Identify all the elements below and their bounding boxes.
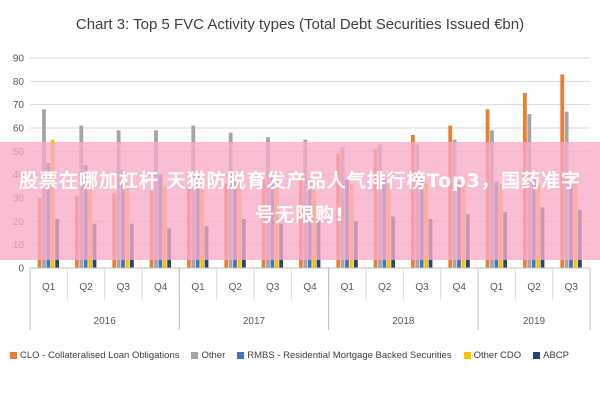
chart-title: Chart 3: Top 5 FVC Activity types (Total… [75,16,525,33]
y-tick-label: 80 [13,77,25,88]
group-label: 2017 [243,316,266,327]
y-tick-label: 0 [18,264,24,275]
x-tick-label: Q3 [266,282,280,293]
legend-label: CLO - Collateralised Loan Obligations [20,350,180,361]
legend-swatch [533,352,541,359]
legend-item: Other CDO [463,350,522,361]
legend-label: Other CDO [473,350,522,361]
legend-item: ABCP [533,350,569,361]
legend-swatch [10,352,17,359]
x-tick-label: Q3 [565,282,579,293]
legend-swatch [191,352,199,359]
x-tick-label: Q1 [191,282,205,293]
legend-label: RMBS - Residential Mortgage Backed Secur… [247,350,452,361]
x-tick-label: Q1 [341,282,355,293]
legend-label: Other [201,350,226,361]
x-tick-label: Q4 [154,282,168,293]
legend-swatch [237,352,245,359]
x-tick-label: Q4 [453,282,467,293]
ad-banner-text[interactable]: 股票在哪加杠杆 天猫防脱育发产品人气排行榜Top3，国药准字号无限购! [19,170,581,226]
group-label: 2018 [392,316,415,327]
legend-swatch [463,352,471,359]
x-tick-label: Q2 [229,282,243,293]
legend-label: ABCP [543,350,569,361]
y-tick-label: 90 [13,54,25,65]
x-tick-label: Q1 [490,282,504,293]
x-tick-label: Q3 [415,282,429,293]
y-tick-label: 70 [13,100,25,111]
x-tick-label: Q2 [527,282,541,293]
ad-banner[interactable]: 股票在哪加杠杆 天猫防脱育发产品人气排行榜Top3，国药准字号无限购! [0,142,600,260]
legend-item: RMBS - Residential Mortgage Backed Secur… [237,350,452,361]
x-tick-label: Q3 [117,282,131,293]
legend-item: Other [191,350,225,361]
x-tick-label: Q1 [42,282,56,293]
legend-item: CLO - Collateralised Loan Obligations [10,350,179,361]
x-tick-label: Q4 [303,282,317,293]
group-label: 2016 [94,316,117,327]
group-label: 2019 [523,316,546,327]
x-tick-label: Q2 [79,282,93,293]
legend: CLO - Collateralised Loan Obligations Oth… [10,350,600,361]
y-tick-label: 60 [13,124,25,135]
x-tick-label: Q2 [378,282,392,293]
